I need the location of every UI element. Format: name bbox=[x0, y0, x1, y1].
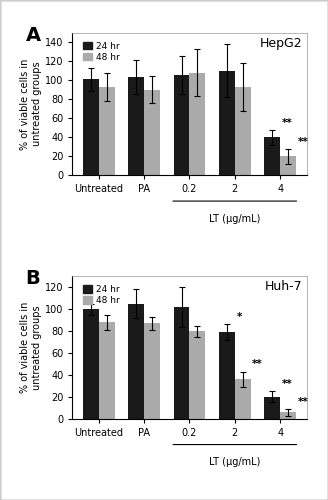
Text: **: ** bbox=[252, 360, 263, 370]
Text: LT (μg/mL): LT (μg/mL) bbox=[209, 214, 260, 224]
Bar bbox=[128, 304, 144, 419]
Bar bbox=[99, 87, 115, 176]
Bar bbox=[280, 412, 296, 419]
Bar bbox=[264, 138, 280, 175]
Text: Huh-7: Huh-7 bbox=[264, 280, 302, 293]
Bar bbox=[264, 397, 280, 419]
Bar bbox=[83, 80, 99, 176]
Bar bbox=[128, 78, 144, 176]
Y-axis label: % of viable cells in
untreated groups: % of viable cells in untreated groups bbox=[20, 302, 42, 393]
Text: **: ** bbox=[297, 137, 308, 147]
Bar bbox=[144, 90, 160, 176]
Text: B: B bbox=[26, 269, 40, 288]
Bar bbox=[219, 70, 235, 176]
Text: **: ** bbox=[297, 397, 308, 407]
Y-axis label: % of viable cells in
untreated groups: % of viable cells in untreated groups bbox=[20, 58, 42, 150]
Text: **: ** bbox=[282, 379, 293, 389]
Text: A: A bbox=[26, 26, 41, 44]
Bar bbox=[280, 156, 296, 176]
Bar bbox=[83, 309, 99, 419]
Bar bbox=[99, 322, 115, 419]
Legend: 24 hr, 48 hr: 24 hr, 48 hr bbox=[82, 40, 122, 64]
Bar bbox=[174, 307, 190, 419]
Bar bbox=[235, 380, 251, 419]
Bar bbox=[235, 87, 251, 176]
Bar bbox=[174, 76, 190, 176]
Bar bbox=[190, 72, 205, 176]
Legend: 24 hr, 48 hr: 24 hr, 48 hr bbox=[82, 284, 122, 307]
Text: *: * bbox=[236, 312, 242, 322]
Text: LT (μg/mL): LT (μg/mL) bbox=[209, 458, 260, 468]
Bar bbox=[144, 324, 160, 419]
Bar bbox=[190, 331, 205, 419]
Bar bbox=[219, 332, 235, 419]
Text: **: ** bbox=[282, 118, 293, 128]
Text: HepG2: HepG2 bbox=[259, 37, 302, 50]
